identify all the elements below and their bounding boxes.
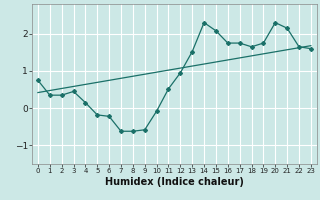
X-axis label: Humidex (Indice chaleur): Humidex (Indice chaleur) bbox=[105, 177, 244, 187]
